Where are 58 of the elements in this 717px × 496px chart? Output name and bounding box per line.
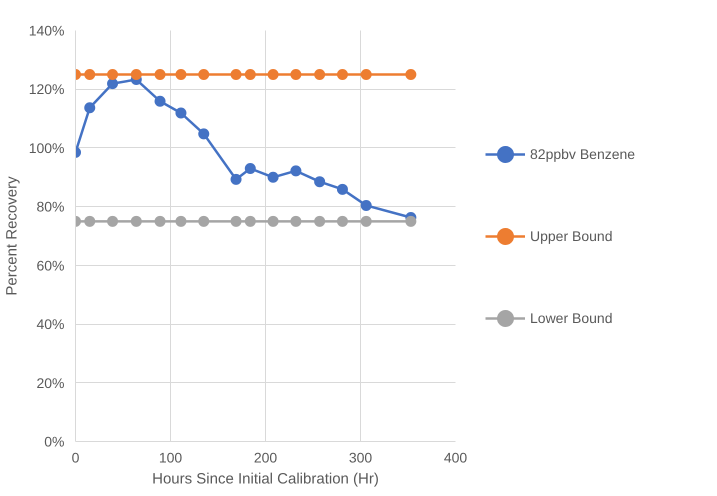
y-tick-label: 80% xyxy=(36,198,65,215)
point xyxy=(84,102,96,114)
point xyxy=(405,216,416,227)
x-tick-label: 200 xyxy=(254,450,278,466)
point xyxy=(290,216,302,227)
x-tick-label: 400 xyxy=(444,450,468,466)
y-tick-label: 60% xyxy=(36,257,65,274)
y-axis-title: Percent Recovery xyxy=(4,176,21,296)
point xyxy=(84,216,96,227)
point xyxy=(244,162,256,174)
point xyxy=(244,216,256,227)
point xyxy=(290,165,302,176)
point xyxy=(154,216,166,227)
point xyxy=(154,69,166,80)
x-tick-label: 300 xyxy=(348,450,372,466)
point xyxy=(107,69,118,80)
point xyxy=(230,174,242,185)
point xyxy=(268,216,279,227)
x-tick-label: 0 xyxy=(72,450,80,466)
point xyxy=(360,216,372,227)
point xyxy=(360,200,372,211)
point xyxy=(198,69,210,80)
point xyxy=(107,78,118,90)
point xyxy=(230,69,242,80)
point xyxy=(360,69,372,80)
point xyxy=(405,69,416,80)
point xyxy=(314,216,326,227)
point xyxy=(130,69,142,80)
point xyxy=(198,216,210,227)
point xyxy=(290,69,302,80)
point xyxy=(230,216,242,227)
legend-label: 82ppbv Benzene xyxy=(530,144,636,164)
point xyxy=(268,172,279,183)
y-tick-label: 120% xyxy=(28,81,65,98)
point xyxy=(314,176,326,188)
y-tick-label: 40% xyxy=(36,316,65,332)
legend-label: Lower Bound xyxy=(530,308,613,328)
point xyxy=(107,216,118,227)
point xyxy=(336,69,348,80)
legend-label: Upper Bound xyxy=(530,226,613,246)
y-tick-label: 100% xyxy=(28,140,65,156)
point xyxy=(336,216,348,227)
x-axis-title: Hours Since Initial Calibration (Hr) xyxy=(152,470,379,488)
point xyxy=(84,69,96,80)
point xyxy=(268,69,279,80)
point xyxy=(198,128,210,140)
point xyxy=(336,184,348,195)
point xyxy=(175,69,186,80)
y-tick-label: 140% xyxy=(28,22,65,38)
point xyxy=(175,216,186,227)
y-tick-label: 0% xyxy=(44,434,64,450)
point xyxy=(175,108,186,118)
x-tick-label: 100 xyxy=(158,450,182,466)
point xyxy=(314,69,326,80)
point xyxy=(130,216,142,227)
y-tick-label: 20% xyxy=(36,374,65,391)
point xyxy=(244,69,256,80)
point xyxy=(154,96,166,107)
